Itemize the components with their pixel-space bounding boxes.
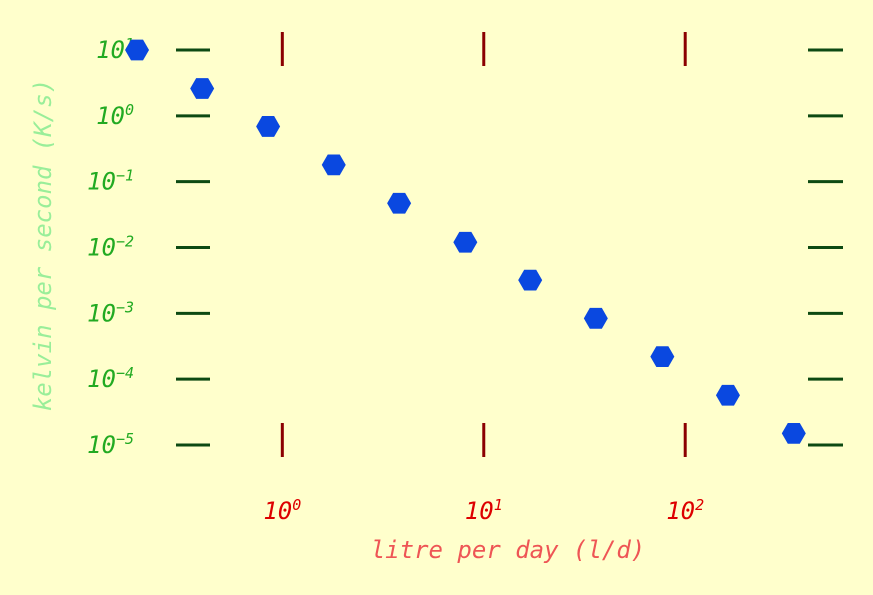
- x-tick-label: 100: [263, 496, 301, 525]
- x-axis-ticks: 100 101 102: [263, 32, 704, 525]
- data-point: [321, 154, 346, 176]
- data-point: [518, 269, 543, 291]
- y-tick-label: 10−3: [87, 298, 134, 327]
- data-point: [256, 116, 281, 137]
- data-point: [650, 346, 675, 368]
- data-point: [453, 231, 478, 253]
- data-point: [190, 78, 215, 99]
- y-tick-label: 10−4: [87, 364, 134, 393]
- data-point: [583, 307, 608, 329]
- data-point: [781, 423, 806, 444]
- y-axis-title: kelvin per second (K/s): [29, 79, 57, 411]
- data-point: [387, 192, 412, 214]
- data-point: [125, 39, 150, 61]
- y-tick-label: 10−1: [87, 167, 134, 196]
- y-tick-label: 10−2: [87, 233, 134, 262]
- y-axis-ticks: 10110010−110−210−310−410−5: [87, 35, 843, 459]
- y-tick-label: 10−5: [87, 430, 134, 459]
- x-tick-label: 101: [465, 496, 503, 525]
- data-points: [125, 39, 806, 444]
- x-axis-title: litre per day (l/d): [371, 536, 646, 564]
- y-tick-label: 100: [96, 101, 134, 130]
- data-point: [715, 384, 740, 406]
- x-tick-label: 102: [666, 496, 704, 525]
